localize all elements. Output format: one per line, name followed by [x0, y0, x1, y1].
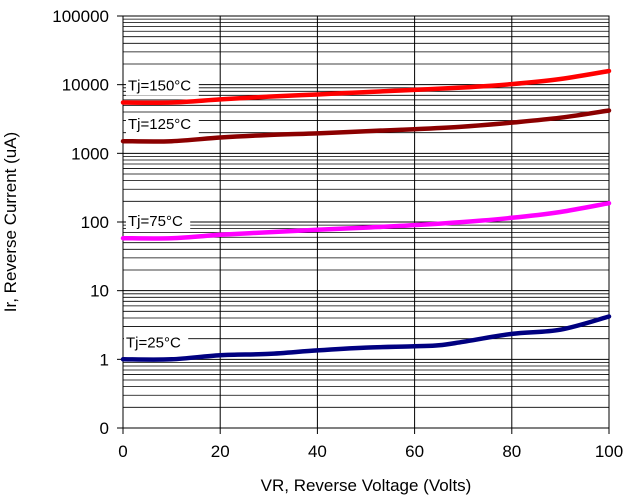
x-tick-label: 40 — [308, 442, 327, 461]
series-label-bg — [126, 211, 191, 232]
y-tick-label: 10 — [90, 282, 109, 301]
y-tick-label: 100000 — [52, 7, 109, 26]
series-label-bg — [126, 75, 199, 96]
y-tick-labels: 0 1 10 100 1000 10000 100000 — [52, 7, 109, 438]
x-axis-title: VR, Reverse Voltage (Volts) — [261, 476, 472, 495]
y-tick-label: 1000 — [71, 144, 109, 163]
x-tick-label: 60 — [405, 442, 424, 461]
series-lines — [120, 68, 612, 362]
x-tick-label: 80 — [502, 442, 521, 461]
x-tick-labels: 0 20 40 60 80 100 — [118, 442, 623, 461]
series-label: Tj=25°C — [126, 334, 181, 351]
y-tick-label: 0 — [100, 419, 109, 438]
y-axis-title: Ir, Reverse Current (uA) — [1, 132, 20, 312]
series-line — [120, 200, 612, 241]
y-tick-label: 100 — [81, 213, 109, 232]
y-tick-label: 1 — [100, 350, 109, 369]
x-tick-label: 20 — [211, 442, 230, 461]
series-label-bg — [126, 114, 199, 135]
x-tick-label: 0 — [118, 442, 127, 461]
series-label: Tj=125°C — [128, 116, 191, 133]
x-tick-label: 100 — [595, 442, 623, 461]
y-tick-label: 10000 — [62, 76, 109, 95]
series-label-bg — [124, 332, 189, 353]
series-labels: Tj=150°C Tj=125°C Tj=75°C Tj=25°C — [124, 75, 199, 353]
series-label: Tj=150°C — [128, 77, 191, 94]
series-label: Tj=75°C — [128, 213, 183, 230]
series-line — [120, 68, 612, 105]
series-line — [120, 108, 612, 144]
series-line — [120, 314, 612, 362]
